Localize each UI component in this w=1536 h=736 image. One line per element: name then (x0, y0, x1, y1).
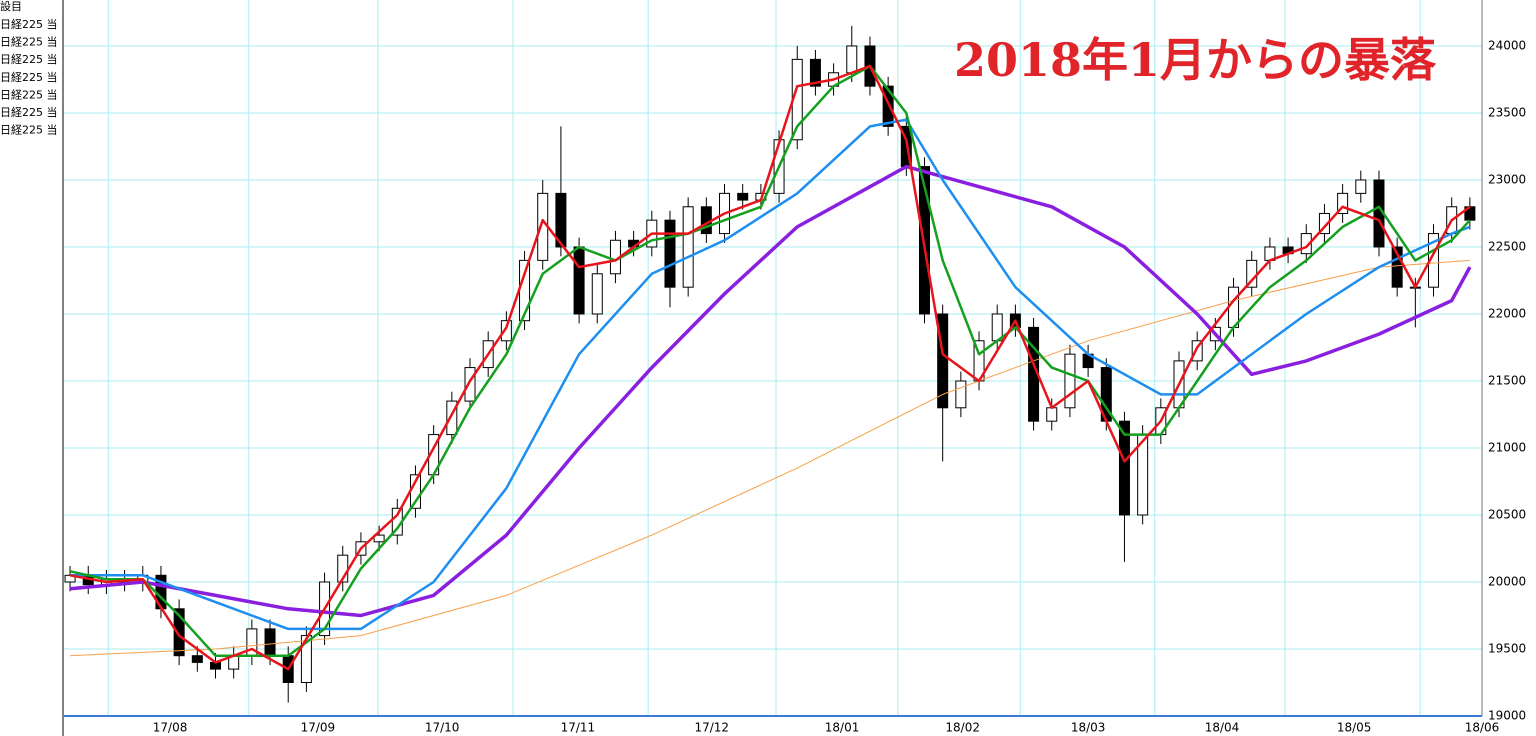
y-tick-label: 19500 (1488, 641, 1526, 655)
candle-body (300, 635, 312, 683)
x-tick-label: 18/02 (945, 721, 980, 735)
candle-body (1337, 192, 1349, 214)
candle-body (446, 400, 458, 436)
legend-entry: 日経225 当 (0, 35, 58, 49)
legend-entry: 日経225 当 (0, 123, 58, 137)
ma-line (69, 64, 1471, 671)
x-tick-label: 18/04 (1205, 721, 1240, 735)
candle-body (1355, 179, 1367, 194)
legend-title: 設目 (0, 0, 22, 13)
candle-body (1318, 212, 1330, 235)
candle-body (1064, 353, 1076, 409)
x-tick-label: 17/10 (425, 721, 460, 735)
legend-entry: 日経225 当 (0, 17, 58, 31)
y-tick-label: 20000 (1488, 574, 1526, 588)
ma-line (70, 259, 1470, 657)
candle-body (1391, 246, 1403, 288)
candle-body (500, 320, 512, 342)
candle-body (591, 273, 603, 315)
annotation: 2018年1月からの暴落 (954, 33, 1437, 87)
candle-body (846, 45, 858, 74)
y-tick-label: 19000 (1488, 709, 1526, 723)
candle-body (937, 313, 949, 409)
candle-body (1300, 233, 1312, 255)
candles (64, 25, 1476, 703)
y-tick-label: 23500 (1488, 105, 1526, 119)
x-tick-label: 18/06 (1465, 721, 1500, 735)
candle-body (955, 380, 967, 409)
legend-entry: 日経225 当 (0, 87, 58, 101)
candle-body (1046, 407, 1058, 422)
x-tick-label: 18/05 (1337, 721, 1372, 735)
candle-body (1464, 206, 1476, 221)
x-tick-label: 18/01 (825, 721, 860, 735)
y-tick-label: 22500 (1488, 239, 1526, 253)
legend-entry: 日経225 当 (0, 70, 58, 84)
candle-body (1191, 340, 1203, 362)
ma-line (69, 64, 1471, 657)
candle-body (191, 655, 203, 663)
candle-body (264, 628, 276, 657)
candle-body (809, 58, 821, 87)
candle-body (464, 367, 476, 402)
candle-body (664, 219, 676, 288)
y-tick-label: 21500 (1488, 373, 1526, 387)
x-tick-label: 18/03 (1071, 721, 1106, 735)
x-tick-label: 17/12 (694, 721, 729, 735)
x-tick-label: 17/09 (301, 721, 336, 735)
candle-body (682, 206, 694, 288)
candle-body (373, 534, 385, 543)
y-tick-label: 23000 (1488, 172, 1526, 186)
legend-entry: 日経225 当 (0, 105, 58, 119)
candle-body (555, 192, 567, 248)
candle-body (64, 574, 76, 583)
x-tick-label: 17/11 (561, 721, 596, 735)
candle-body (173, 608, 185, 657)
ma-line (70, 118, 1471, 631)
candle-body (882, 85, 894, 127)
candle-body (573, 246, 585, 315)
candle-body (1118, 420, 1130, 516)
y-tick-label: 20500 (1488, 507, 1526, 521)
y-tick-label: 24000 (1488, 38, 1526, 52)
ma-line (69, 164, 1472, 618)
candle-body (1228, 286, 1240, 328)
y-tick-label: 21000 (1488, 440, 1526, 454)
candle-body (700, 206, 712, 235)
y-tick-label: 22000 (1488, 306, 1526, 320)
x-tick-label: 17/08 (153, 721, 188, 735)
candle-body (737, 192, 749, 201)
legend-entry: 日経225 当 (0, 52, 58, 66)
